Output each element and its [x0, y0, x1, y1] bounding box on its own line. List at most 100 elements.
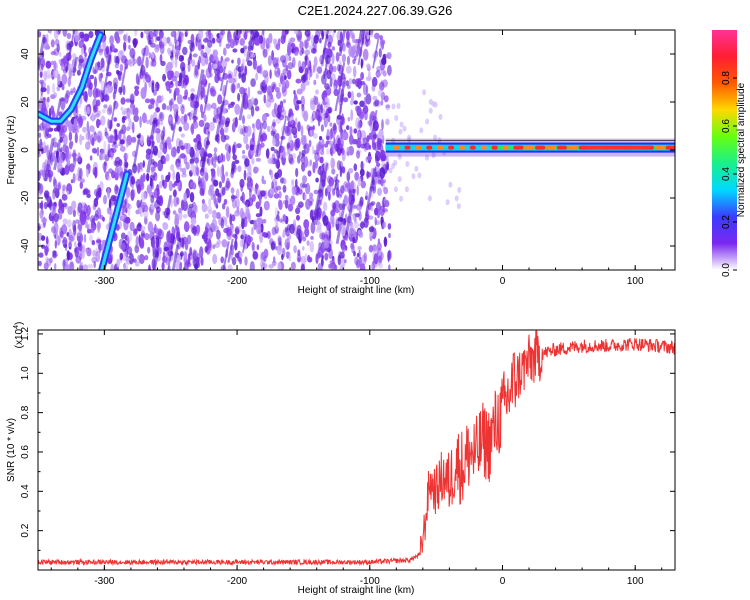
- noise-blob: [78, 40, 85, 49]
- noise-blob: [159, 247, 162, 255]
- noise-blob: [41, 209, 44, 215]
- noise-blob: [456, 203, 461, 210]
- noise-blob: [304, 222, 309, 231]
- noise-blob: [353, 204, 357, 209]
- noise-blob: [157, 150, 163, 159]
- x-tick-label: -100: [360, 576, 380, 587]
- noise-blob: [123, 107, 130, 113]
- noise-blob: [40, 200, 44, 211]
- noise-blob: [105, 84, 111, 96]
- noise-blob: [173, 189, 177, 197]
- noise-blob: [51, 109, 56, 120]
- noise-streak: [227, 238, 234, 263]
- noise-blob: [227, 78, 234, 84]
- noise-blob: [180, 199, 185, 211]
- noise-streak: [334, 62, 346, 112]
- noise-blob: [445, 199, 450, 206]
- noise-blob: [393, 186, 398, 193]
- noise-blob: [329, 129, 332, 142]
- noise-blob: [293, 95, 299, 107]
- noise-blob: [52, 189, 56, 200]
- x-tick-label: -200: [227, 276, 247, 287]
- colorbar-gradient: [712, 30, 737, 270]
- noise-blob: [62, 202, 67, 208]
- noise-blob: [277, 168, 283, 178]
- noise-blob: [296, 100, 302, 105]
- noise-blob: [220, 134, 227, 143]
- noise-blob: [204, 45, 211, 55]
- noise-blob: [85, 219, 88, 229]
- noise-blob: [107, 143, 111, 150]
- snr-exponent-label: (x104): [13, 322, 25, 349]
- noise-blob: [351, 45, 357, 56]
- noise-blob: [312, 125, 315, 131]
- noise-blob: [360, 72, 364, 80]
- noise-blob: [38, 181, 41, 191]
- noise-blob: [95, 99, 101, 107]
- noise-blob: [87, 229, 93, 234]
- noise-blob: [383, 236, 388, 248]
- noise-blob: [51, 226, 56, 234]
- noise-blob: [302, 246, 305, 251]
- noise-blob: [199, 187, 205, 196]
- noise-blob: [94, 113, 101, 118]
- noise-blob: [184, 240, 189, 251]
- noise-blob: [61, 194, 68, 201]
- x-tick-label: 100: [627, 276, 644, 287]
- noise-blob: [134, 107, 139, 116]
- noise-blob: [266, 85, 273, 96]
- noise-blob: [283, 178, 287, 185]
- noise-blob: [271, 108, 278, 118]
- noise-blob: [277, 210, 280, 215]
- noise-blob: [261, 80, 267, 87]
- noise-blob: [117, 166, 123, 176]
- noise-blob: [246, 181, 250, 190]
- noise-blob: [234, 228, 240, 235]
- noise-blob: [135, 209, 140, 215]
- noise-blob: [288, 254, 292, 262]
- noise-blob: [317, 262, 322, 270]
- noise-blob: [326, 148, 330, 155]
- noise-blob: [39, 70, 43, 78]
- noise-blob: [114, 166, 119, 178]
- noise-blob: [221, 173, 226, 184]
- noise-blob: [140, 87, 147, 100]
- noise-blob: [250, 105, 255, 117]
- carrier-peak: [665, 145, 675, 150]
- noise-blob: [47, 169, 54, 178]
- noise-blob: [158, 181, 163, 189]
- noise-blob: [209, 121, 215, 132]
- noise-blob: [209, 53, 214, 62]
- noise-blob: [239, 86, 245, 95]
- fading-line-2: [100, 172, 129, 270]
- noise-blob: [45, 60, 52, 69]
- noise-blob: [346, 84, 351, 90]
- noise-blob: [309, 69, 313, 78]
- noise-blob: [51, 214, 55, 225]
- noise-blob: [180, 31, 184, 43]
- noise-blob: [66, 250, 70, 261]
- noise-blob: [236, 143, 242, 149]
- noise-blob: [160, 120, 164, 126]
- x-tick-label: -300: [94, 276, 114, 287]
- noise-blob: [356, 105, 362, 117]
- noise-blob: [166, 105, 170, 111]
- noise-blob: [303, 219, 310, 229]
- noise-blob: [359, 196, 364, 206]
- noise-blob: [428, 98, 433, 105]
- noise-blob: [139, 176, 144, 186]
- noise-blob: [197, 39, 202, 51]
- noise-blob: [341, 147, 345, 156]
- noise-blob: [207, 39, 213, 48]
- noise-blob: [222, 154, 226, 162]
- noise-blob: [53, 60, 57, 71]
- noise-blob: [364, 142, 370, 151]
- noise-blob: [64, 164, 70, 176]
- noise-blob: [277, 237, 282, 246]
- noise-blob: [65, 118, 69, 128]
- noise-blob: [201, 198, 205, 205]
- noise-blob: [277, 262, 282, 270]
- noise-blob: [81, 247, 85, 259]
- noise-blob: [208, 198, 212, 207]
- figure-title: C2E1.2024.227.06.39.G26: [298, 3, 453, 18]
